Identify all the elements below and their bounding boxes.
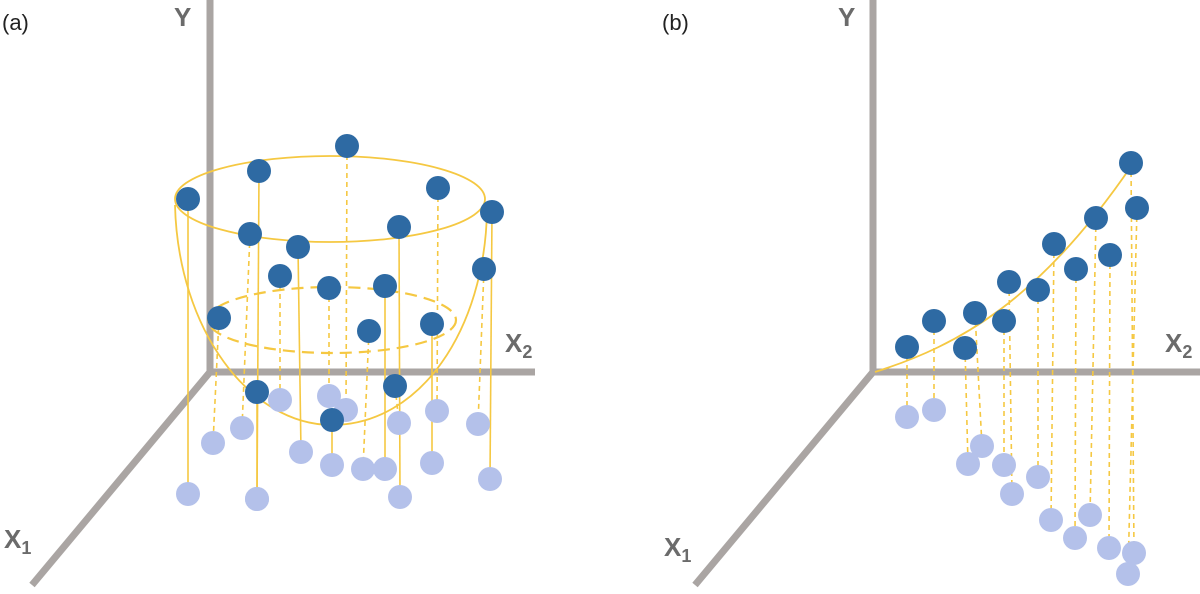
data-point — [268, 264, 292, 288]
projected-point — [201, 431, 225, 455]
projected-point — [268, 388, 292, 412]
projected-point — [176, 482, 200, 506]
projected-point — [1063, 526, 1087, 550]
data-point — [207, 306, 231, 330]
projected-point — [230, 416, 254, 440]
data-point — [1119, 151, 1143, 175]
data-point — [1042, 232, 1066, 256]
data-point — [480, 200, 504, 224]
axes — [29, 0, 1200, 588]
projection-line — [1050, 243, 1055, 521]
projected-point — [320, 453, 344, 477]
projected-point — [956, 452, 980, 476]
projected-point — [1116, 562, 1140, 586]
projected-point — [425, 399, 449, 423]
data-point — [1084, 206, 1108, 230]
projected-point — [478, 467, 502, 491]
data-point — [383, 374, 407, 398]
data-point — [992, 309, 1016, 333]
data-point — [387, 215, 411, 239]
data-point — [895, 335, 919, 359]
data-point — [922, 309, 946, 333]
projected-point — [420, 451, 444, 475]
projected-point — [1078, 503, 1102, 527]
data-point — [472, 257, 496, 281]
data-point — [335, 134, 359, 158]
projected-point — [245, 487, 269, 511]
projection-line — [297, 246, 302, 453]
data-point — [420, 312, 444, 336]
panel-label: (a) — [2, 10, 29, 35]
data-point — [317, 276, 341, 300]
projection-line — [1089, 217, 1097, 516]
projection-line — [212, 317, 220, 444]
projected-point — [289, 440, 313, 464]
data-point — [247, 159, 271, 183]
data-point — [373, 274, 397, 298]
projection-line — [974, 312, 983, 447]
data-point — [238, 222, 262, 246]
projection-line — [1108, 254, 1111, 549]
projected-point — [1026, 465, 1050, 489]
data-point — [357, 319, 381, 343]
projected-point — [1039, 508, 1063, 532]
data-point — [953, 336, 977, 360]
projected-point — [1097, 536, 1121, 560]
projected-point — [895, 405, 919, 429]
x1-axis-label: X1 — [4, 524, 31, 558]
projection-line — [1127, 207, 1138, 575]
data-point — [1098, 243, 1122, 267]
data-point — [1064, 257, 1088, 281]
points — [176, 134, 1149, 586]
data-point — [1125, 196, 1149, 220]
data-point — [176, 187, 200, 211]
projection-line — [1130, 162, 1135, 554]
panel-label: (b) — [662, 10, 689, 35]
projected-point — [922, 398, 946, 422]
data-point — [997, 270, 1021, 294]
x2-axis-label: X2 — [1165, 328, 1192, 362]
projected-point — [373, 457, 397, 481]
x2-axis-label: X2 — [505, 328, 532, 362]
projection-line — [436, 187, 439, 412]
projection-line — [489, 211, 493, 480]
projection-line — [477, 268, 485, 425]
projected-point — [388, 485, 412, 509]
projection-line — [398, 226, 401, 498]
data-point — [286, 235, 310, 259]
projection-line — [964, 347, 969, 465]
data-point — [320, 408, 344, 432]
projected-point — [1000, 482, 1024, 506]
data-point — [1026, 278, 1050, 302]
projected-point — [466, 412, 490, 436]
data-point — [245, 380, 269, 404]
projected-point — [1122, 541, 1146, 565]
projection-line — [1074, 268, 1077, 539]
projected-point — [992, 453, 1016, 477]
y-axis-label: Y — [174, 2, 191, 32]
projected-point — [351, 457, 375, 481]
data-point — [963, 301, 987, 325]
projected-point — [387, 411, 411, 435]
projected-point — [970, 434, 994, 458]
x1-axis-label: X1 — [664, 532, 691, 566]
projection-line — [345, 145, 348, 411]
y-axis-label: Y — [838, 2, 855, 32]
projected-point — [317, 384, 341, 408]
data-point — [426, 176, 450, 200]
